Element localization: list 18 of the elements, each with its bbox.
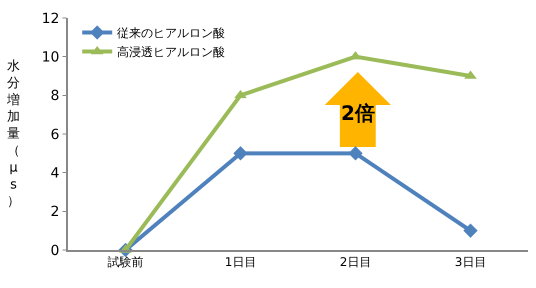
y-tick-label: 8: [50, 88, 60, 104]
x-tick-label: 2日目: [340, 255, 372, 270]
y-tick-label: 12: [42, 10, 60, 27]
point: [348, 146, 363, 160]
point: [463, 224, 478, 238]
x-tick-label: 1日目: [224, 255, 256, 270]
x-tick-label: 3日目: [454, 255, 486, 270]
y-tick-label: 2: [50, 204, 60, 220]
y-tick-label: 4: [50, 166, 60, 182]
legend-label: 従来のヒアルロン酸: [117, 26, 226, 40]
x-tick-label: 試験前: [108, 255, 144, 270]
y-tick-label: 10: [42, 50, 60, 66]
text: 水分増加量（μs）: [7, 59, 20, 210]
annotation: 2倍: [341, 101, 375, 125]
point: [233, 146, 248, 160]
y-tick-label: 6: [50, 126, 60, 143]
y-tick-label: 0: [50, 242, 60, 259]
legend-label: 高浸透ヒアルロン酸: [117, 45, 226, 60]
